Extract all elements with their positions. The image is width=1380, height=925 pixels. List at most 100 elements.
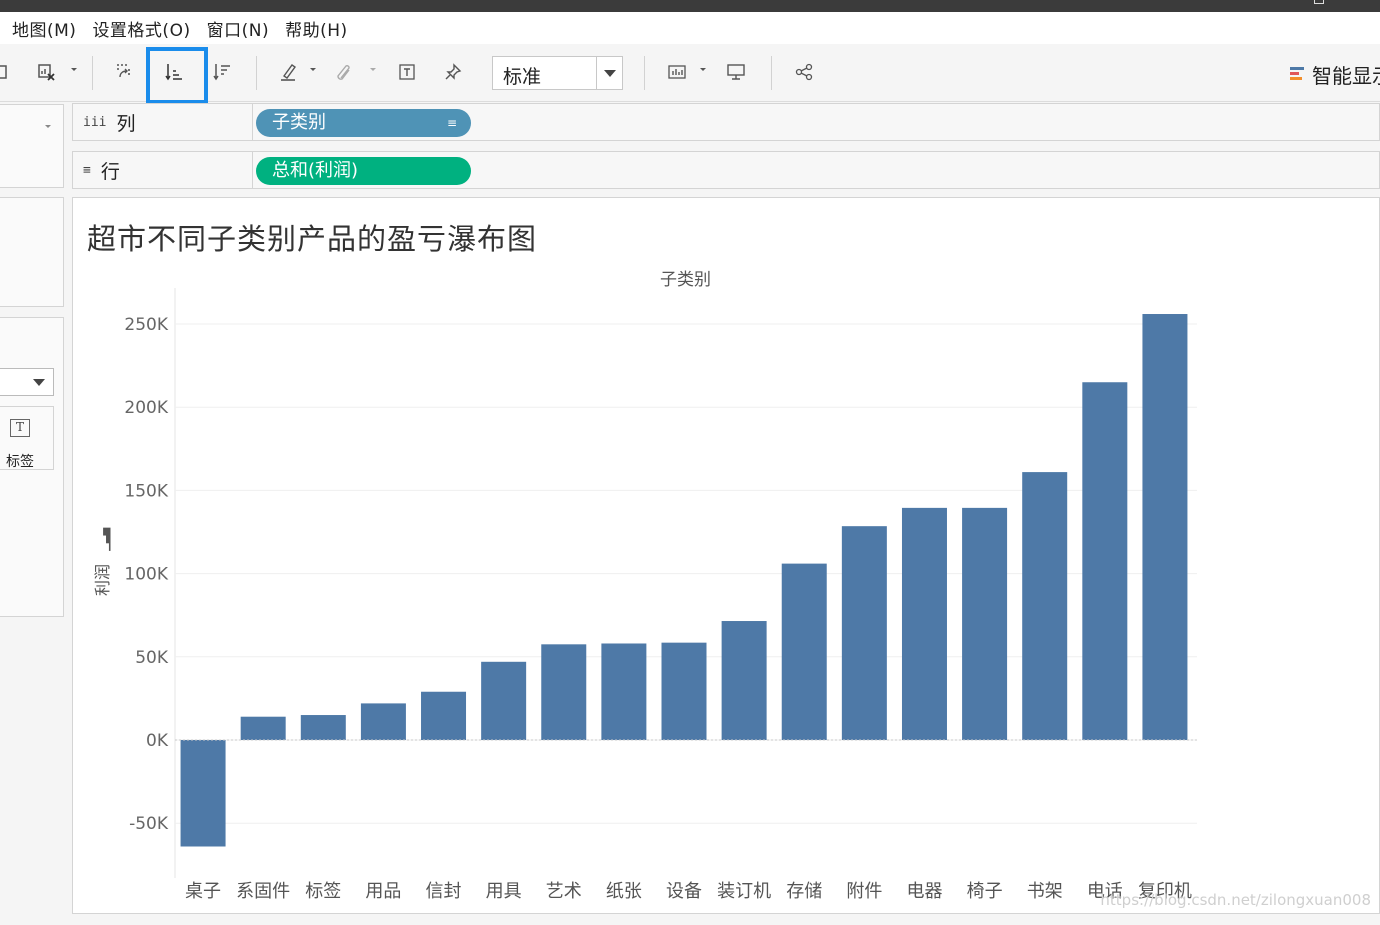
x-tick-label: 标签 [305,881,341,902]
bar-书架[interactable] [1022,472,1068,740]
duplicate-sheet-icon[interactable] [0,58,18,86]
x-tick-label: 信封 [426,881,462,902]
y-axis-title[interactable]: 利润 ▁▃▅ [89,528,113,596]
show-cards-dropdown-icon[interactable] [699,66,707,74]
label-button-text: 标签 [6,454,34,470]
toolbar-separator [644,56,645,90]
sum-profit-pill-label: 总和(利润) [272,160,359,181]
smart-show-icon [1290,66,1304,80]
restore-window-icon[interactable] [1314,0,1324,4]
swap-rows-columns-icon[interactable] [110,58,138,86]
bar-复印机[interactable] [1142,314,1188,740]
bar-椅子[interactable] [962,507,1008,740]
toolbar-separator [256,56,257,90]
show-mark-labels-icon[interactable] [393,58,421,86]
menu-bar: 地图(M) 设置格式(O) 窗口(N) 帮助(H) [0,12,1380,44]
bar-信封[interactable] [421,691,467,740]
columns-icon: iii [83,114,107,130]
sort-descending-icon[interactable] [208,58,236,86]
columns-shelf-label: iii 列 [73,104,253,140]
group-dropdown-icon[interactable] [369,66,377,74]
sort-indicator-icon: ≡ [446,116,457,130]
toolbar: 标准 智能显示 [0,44,1380,102]
x-tick-label: 复印机 [1138,881,1192,902]
x-tick-label: 系固件 [236,881,290,902]
menu-window[interactable]: 窗口(N) [206,20,270,41]
fit-select[interactable]: 标准 [492,56,623,90]
rows-icon: ≡ [83,162,91,178]
y-axis-title-text: 利润 [93,563,112,596]
bar-电器[interactable] [901,507,947,740]
rows-shelf-name: 行 [100,160,120,183]
highlight-icon[interactable] [274,58,302,86]
bar-用具[interactable] [481,661,527,740]
smart-show-label: 智能显示 [1312,64,1380,88]
chevron-down-icon[interactable] [44,123,52,131]
mark-type-select[interactable] [0,368,54,396]
x-tick-label: 电话 [1087,881,1123,902]
y-tick-label: 150K [124,481,168,501]
columns-shelf-name: 列 [116,112,136,135]
clear-dropdown-icon[interactable] [70,66,78,74]
bar-艺术[interactable] [541,644,587,740]
label-button[interactable]: T 标签 [0,406,54,470]
sort-ascending-highlight [146,47,208,104]
bar-装订机[interactable] [721,621,767,740]
y-tick-label: 50K [135,648,169,668]
left-panel: T 标签 [0,104,64,925]
y-tick-label: 250K [124,315,168,335]
group-members-icon[interactable] [330,58,358,86]
sort-ascending-icon[interactable] [160,58,188,86]
chevron-down-icon[interactable] [596,57,622,89]
share-icon[interactable] [790,58,818,86]
subcategory-pill[interactable]: 子类别 ≡ [256,109,471,137]
bar-设备[interactable] [661,642,707,740]
x-tick-label: 用具 [486,881,522,902]
subcategory-pill-label: 子类别 [272,112,326,133]
bar-桌子[interactable] [180,740,226,847]
viz-area: -50K 0K 50K 100K 150K 200K 250K 桌子 系固件 标签 用品 信封 用具 艺… [72,197,1380,914]
presentation-mode-icon[interactable] [722,58,750,86]
y-tick-label: 100K [124,565,168,585]
x-tick-label: 桌子 [185,881,221,902]
smart-show-button[interactable]: 智能显示 [1290,60,1380,89]
menu-map[interactable]: 地图(M) [12,20,77,41]
show-cards-icon[interactable] [663,58,691,86]
axis-sort-icon: ▁▃▅ [100,527,111,551]
bar-系固件[interactable] [240,716,286,740]
rows-shelf: ≡ 行 总和(利润) [72,151,1380,189]
bar-电话[interactable] [1082,382,1128,740]
window-titlebar [0,0,1380,12]
text-label-icon: T [10,419,30,437]
x-tick-label: 装订机 [717,881,771,902]
bar-纸张[interactable] [601,643,647,740]
y-tick-label: 200K [124,398,168,418]
pages-card [0,104,64,188]
y-tick-label: 0K [146,731,169,751]
bar-chart: -50K 0K 50K 100K 150K 200K 250K 桌子 系固件 标签 用品 信封 用具 艺… [124,288,1197,902]
pin-axes-icon[interactable] [439,58,467,86]
sum-profit-pill[interactable]: 总和(利润) [256,157,471,185]
x-tick-label: 电器 [906,881,942,902]
rows-shelf-label: ≡ 行 [73,152,253,188]
bar-标签[interactable] [300,715,346,740]
x-tick-label: 纸张 [606,881,642,902]
filters-card [0,197,64,307]
highlight-dropdown-icon[interactable] [309,66,317,74]
x-tick-label: 书架 [1027,881,1063,902]
toolbar-separator [771,56,772,90]
menu-help[interactable]: 帮助(H) [285,20,348,41]
bar-附件[interactable] [841,526,887,740]
bar-存储[interactable] [781,563,827,740]
x-tick-label: 附件 [846,881,882,902]
watermark: https://blog.csdn.net/zilongxuan008 [1100,891,1371,909]
y-tick-label: -50K [129,814,169,834]
x-tick-label: 用品 [365,881,401,902]
menu-format[interactable]: 设置格式(O) [92,20,191,41]
viz-title: 超市不同子类别产品的盈亏瀑布图 [87,222,538,256]
bar-用品[interactable] [360,703,406,740]
clear-sheet-icon[interactable] [32,58,60,86]
columns-shelf: iii 列 子类别 ≡ [72,103,1380,141]
column-header: 子类别 [660,270,711,290]
x-tick-label: 设备 [666,881,702,902]
